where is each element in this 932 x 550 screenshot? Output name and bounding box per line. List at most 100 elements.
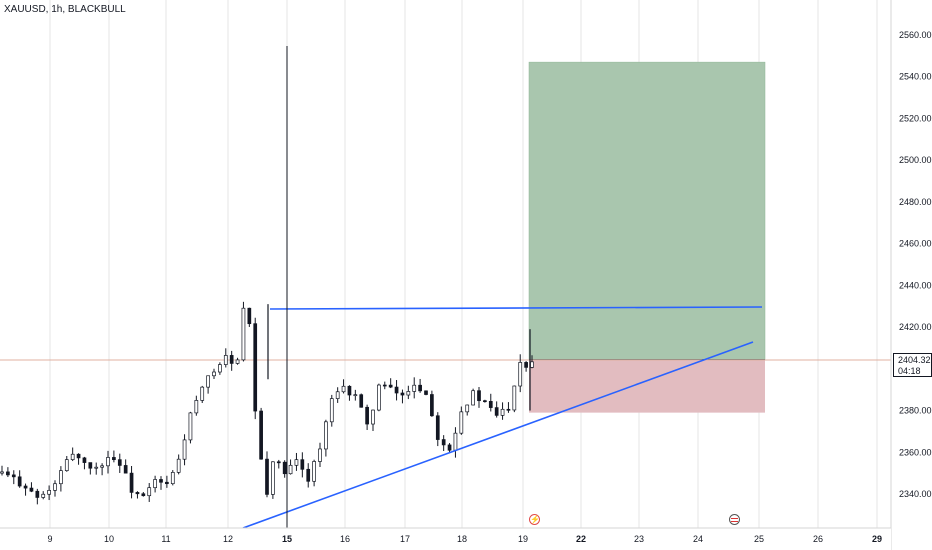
candle-body bbox=[194, 400, 199, 414]
candle-body bbox=[100, 465, 104, 468]
candle bbox=[282, 460, 287, 478]
candle-body bbox=[82, 457, 87, 463]
candle-body bbox=[483, 400, 487, 403]
candle bbox=[206, 375, 210, 394]
candle bbox=[318, 442, 322, 468]
candle bbox=[188, 411, 193, 444]
candle bbox=[182, 434, 187, 466]
candle bbox=[382, 381, 387, 390]
candle bbox=[147, 483, 152, 502]
candle bbox=[141, 491, 146, 497]
candle-body bbox=[159, 479, 163, 483]
candle-body bbox=[282, 461, 287, 475]
profit-zone bbox=[528, 61, 766, 361]
candle-body bbox=[318, 448, 322, 462]
candle bbox=[165, 475, 169, 488]
candle bbox=[335, 387, 340, 403]
candle bbox=[306, 463, 311, 488]
candle bbox=[271, 461, 275, 499]
candle-body bbox=[488, 401, 493, 408]
candle bbox=[371, 409, 375, 432]
candle-body bbox=[365, 406, 369, 425]
candle bbox=[129, 466, 134, 499]
candle bbox=[229, 350, 234, 371]
candle bbox=[88, 462, 93, 475]
candle-body bbox=[276, 461, 281, 464]
candle-body bbox=[212, 371, 216, 377]
candle bbox=[506, 402, 511, 413]
y-tick-label: 2380.00 bbox=[899, 406, 932, 416]
candle-body bbox=[0, 471, 4, 474]
candle bbox=[94, 462, 99, 475]
candle-body bbox=[153, 479, 157, 489]
candle bbox=[82, 456, 87, 470]
candle bbox=[194, 395, 199, 416]
candle bbox=[265, 451, 269, 498]
candle bbox=[394, 380, 399, 401]
x-tick-label: 18 bbox=[457, 534, 467, 544]
candle-body bbox=[335, 391, 340, 399]
candle-body bbox=[247, 307, 252, 325]
candle bbox=[324, 419, 328, 457]
y-tick-label: 2460.00 bbox=[899, 239, 932, 249]
candle-body bbox=[41, 493, 46, 498]
candle bbox=[441, 435, 446, 451]
candle bbox=[388, 378, 393, 389]
ascending-support-trendline bbox=[242, 341, 754, 529]
us-flag-event-icon[interactable] bbox=[729, 514, 740, 525]
y-tick-label: 2540.00 bbox=[899, 72, 932, 82]
candle bbox=[341, 379, 346, 394]
candle bbox=[35, 488, 40, 505]
candle bbox=[218, 362, 222, 375]
x-tick-label: 9 bbox=[47, 534, 52, 544]
y-tick-label: 2560.00 bbox=[899, 30, 932, 40]
x-tick-label: 19 bbox=[518, 534, 528, 544]
candle bbox=[294, 452, 299, 471]
candle bbox=[459, 406, 464, 435]
candle-body bbox=[88, 462, 93, 469]
candle bbox=[253, 317, 258, 420]
lightning-event-icon[interactable]: ⚡ bbox=[529, 514, 540, 525]
candle bbox=[300, 452, 305, 478]
candle-body bbox=[465, 404, 470, 413]
x-tick-label: 29 bbox=[872, 534, 882, 544]
y-tick-label: 2500.00 bbox=[899, 155, 932, 165]
candle-body bbox=[518, 362, 523, 387]
candle-body bbox=[218, 364, 222, 373]
candle-body bbox=[106, 457, 110, 467]
candle bbox=[353, 389, 358, 401]
candle-body bbox=[447, 444, 452, 451]
candle bbox=[400, 389, 405, 404]
candle bbox=[447, 443, 452, 453]
candle-body bbox=[524, 362, 528, 368]
candle bbox=[424, 390, 428, 396]
candle-body bbox=[141, 493, 146, 497]
candle bbox=[365, 404, 369, 430]
candle bbox=[117, 453, 122, 473]
candle bbox=[483, 399, 487, 403]
candle-body bbox=[500, 408, 505, 416]
loss-zone bbox=[529, 359, 765, 413]
candle bbox=[17, 470, 22, 488]
candle bbox=[235, 357, 240, 365]
candle bbox=[0, 465, 4, 476]
trendlines[interactable] bbox=[242, 306, 763, 529]
candle-body bbox=[112, 457, 116, 461]
candle-body bbox=[11, 474, 16, 478]
candle-body bbox=[424, 390, 428, 395]
candle-body bbox=[176, 458, 181, 473]
x-tick-label: 23 bbox=[634, 534, 644, 544]
candle bbox=[488, 393, 493, 412]
candle-body bbox=[76, 453, 81, 459]
candle bbox=[176, 454, 181, 475]
candle-body bbox=[412, 384, 417, 392]
candle-body bbox=[59, 470, 63, 485]
candle bbox=[524, 361, 528, 372]
candle-body bbox=[388, 384, 393, 388]
candle-body bbox=[494, 407, 499, 416]
candle-body bbox=[271, 461, 275, 495]
candle bbox=[135, 491, 140, 499]
candle bbox=[53, 480, 57, 497]
candle bbox=[259, 407, 263, 460]
